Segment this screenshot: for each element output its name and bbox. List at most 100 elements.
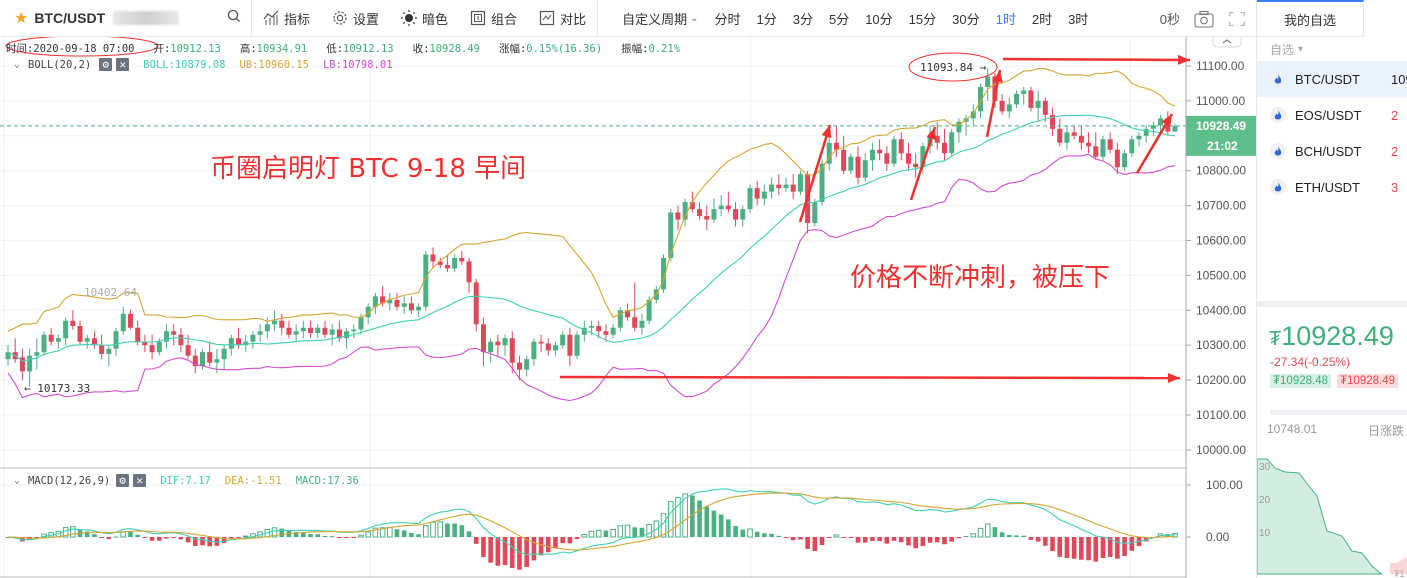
settings-button[interactable]: 设置	[321, 0, 390, 37]
period-1m[interactable]: 1分	[756, 11, 777, 27]
open-label: 开:	[153, 43, 171, 55]
indicator-button[interactable]: 指标	[252, 0, 321, 37]
period-5m[interactable]: 5分	[828, 11, 850, 27]
period-15m[interactable]: 15分	[908, 11, 937, 27]
change-value: 0.15%(16.36)	[526, 43, 603, 55]
dark-mode-button[interactable]: 暗色	[390, 0, 459, 37]
price-tick: 10700.00	[1196, 199, 1246, 213]
ohlc-info: 时间:2020-09-18 07:00 开:10912.13 高:10934.9…	[6, 41, 680, 56]
coin-name: ETH/USDT	[1295, 179, 1360, 195]
coin-price: 2	[1391, 143, 1399, 159]
currency-symbol: ₮	[1269, 328, 1282, 350]
boll-name: BOLL(20,2)	[28, 58, 92, 71]
coin-name: BCH/USDT	[1295, 143, 1362, 159]
period-3h[interactable]: 3时	[1068, 11, 1089, 27]
symbol-selector[interactable]: ★ BTC/USDT	[0, 0, 252, 37]
tab-my-watchlist[interactable]: 我的自选	[1257, 0, 1364, 37]
flame-icon	[1270, 71, 1286, 87]
fullscreen-icon[interactable]	[1228, 10, 1246, 28]
refresh-countdown: 0秒	[1159, 12, 1180, 27]
flame-icon	[1270, 107, 1286, 123]
collapse-chevron-icon[interactable]: ⌄	[14, 475, 21, 486]
depth-chart: 30 20 10 ₮1	[1257, 458, 1407, 578]
divider	[597, 0, 599, 37]
macd-settings-icon[interactable]: ⚙	[116, 474, 130, 487]
coin-price: 109	[1391, 71, 1407, 87]
open-value: 10912.13	[170, 43, 221, 55]
time-label: 时间:	[6, 43, 34, 55]
price-tick: 10100.00	[1196, 408, 1246, 422]
collapse-chevron-icon[interactable]: ⌄	[14, 59, 21, 70]
custom-period-dropdown[interactable]: 自定义周期	[614, 9, 706, 28]
period-30m[interactable]: 30分	[952, 11, 980, 27]
toolbar-right: 0秒	[1160, 0, 1246, 37]
close-value: 10928.49	[429, 43, 480, 55]
coin-price: 2	[1391, 107, 1399, 123]
period-3m[interactable]: 3分	[792, 11, 813, 27]
svg-text:30: 30	[1259, 462, 1271, 473]
period-selector: 自定义周期 分时 1分 3分 5分 10分 15分 30分 1时 2时 3时	[598, 0, 1096, 37]
chart-canvas[interactable]: 11100.0011000.0010900.0010800.0010700.00…	[0, 37, 1256, 578]
day-low: 10748.01	[1267, 422, 1318, 436]
layout-button[interactable]: 组合	[459, 0, 528, 37]
kline-chart[interactable]: 11100.0011000.0010900.0010800.0010700.00…	[0, 37, 1256, 578]
coin-row-btc[interactable]: BTC/USDT 109	[1257, 61, 1407, 97]
macd-value: MACD:17.36	[295, 474, 359, 487]
camera-icon[interactable]	[1194, 10, 1214, 28]
price-tick: 10800.00	[1196, 164, 1246, 178]
high-value: 10934.91	[256, 43, 308, 55]
coin-row-bch[interactable]: BCH/USDT 2	[1257, 133, 1407, 169]
indicator-icon	[263, 10, 279, 25]
divider	[1270, 410, 1407, 415]
ask-price: ₮10928.49	[1337, 374, 1398, 388]
dark-mode-label: 暗色	[422, 11, 449, 27]
filter-label: 自选	[1270, 42, 1295, 57]
price-tick: 10000.00	[1196, 443, 1246, 457]
period-10m[interactable]: 10分	[865, 11, 893, 27]
spacer	[1257, 205, 1407, 301]
top-toolbar: ★ BTC/USDT 指标 设置 暗色 组合	[0, 0, 1256, 37]
star-icon[interactable]: ★	[14, 10, 29, 27]
period-2h[interactable]: 2时	[1031, 11, 1053, 27]
annotation-title: 币圈启明灯 BTC 9-18 早间	[210, 154, 526, 184]
macd-close-icon[interactable]: ✕	[133, 474, 147, 487]
compare-label: 对比	[560, 11, 587, 27]
price-tick: 10300.00	[1196, 338, 1246, 352]
close-label: 收:	[412, 43, 430, 55]
price-tick: 11000.00	[1196, 94, 1245, 108]
sun-icon	[401, 10, 418, 26]
svg-text:100.00: 100.00	[1206, 478, 1243, 492]
gear-icon	[333, 11, 347, 25]
flame-icon	[1270, 179, 1286, 195]
coin-list: BTC/USDT 109 EOS/USDT 2 BCH/USDT 2 ETH/USDT 3	[1257, 61, 1407, 205]
svg-text:11093.84 →: 11093.84 →	[920, 61, 987, 74]
daily-stats: 10748.01 日涨跌	[1257, 422, 1407, 439]
period-timeline[interactable]: 分时	[714, 11, 741, 27]
candle-countdown: 21:02	[1207, 139, 1238, 153]
coin-row-eth[interactable]: ETH/USDT 3	[1257, 169, 1407, 205]
price-tick: 10400.00	[1196, 303, 1246, 317]
svg-text:20: 20	[1259, 495, 1271, 506]
period-1h[interactable]: 1时	[995, 11, 1016, 27]
search-icon[interactable]	[227, 9, 241, 23]
day-change-label: 日涨跌	[1367, 424, 1404, 438]
amplitude-label: 振幅:	[621, 43, 649, 55]
boll-settings-icon[interactable]: ⚙	[99, 58, 113, 71]
high-label: 高:	[239, 43, 257, 55]
layout-label: 组合	[491, 11, 518, 27]
low-label: 低:	[326, 43, 344, 55]
indicator-label: 指标	[284, 11, 311, 27]
macd-name: MACD(12,26,9)	[28, 474, 111, 487]
tool-group: 指标 设置 暗色 组合 对比	[252, 0, 597, 37]
boll-close-icon[interactable]: ✕	[116, 58, 130, 71]
price-tick: 10600.00	[1196, 234, 1246, 248]
settings-label: 设置	[353, 11, 380, 27]
coin-row-eos[interactable]: EOS/USDT 2	[1257, 97, 1407, 133]
bid-ask: ₮10928.48 ₮10928.49	[1257, 374, 1407, 388]
boll-ub-value: UB:10960.15	[239, 58, 309, 71]
boll-legend: ⌄ BOLL(20,2) ⚙ ✕ BOLL:10879.08 UB:10960.…	[14, 58, 393, 71]
compare-button[interactable]: 对比	[528, 0, 597, 37]
compare-icon	[539, 10, 555, 26]
watchlist-filter-dropdown[interactable]: 自选	[1257, 37, 1407, 61]
